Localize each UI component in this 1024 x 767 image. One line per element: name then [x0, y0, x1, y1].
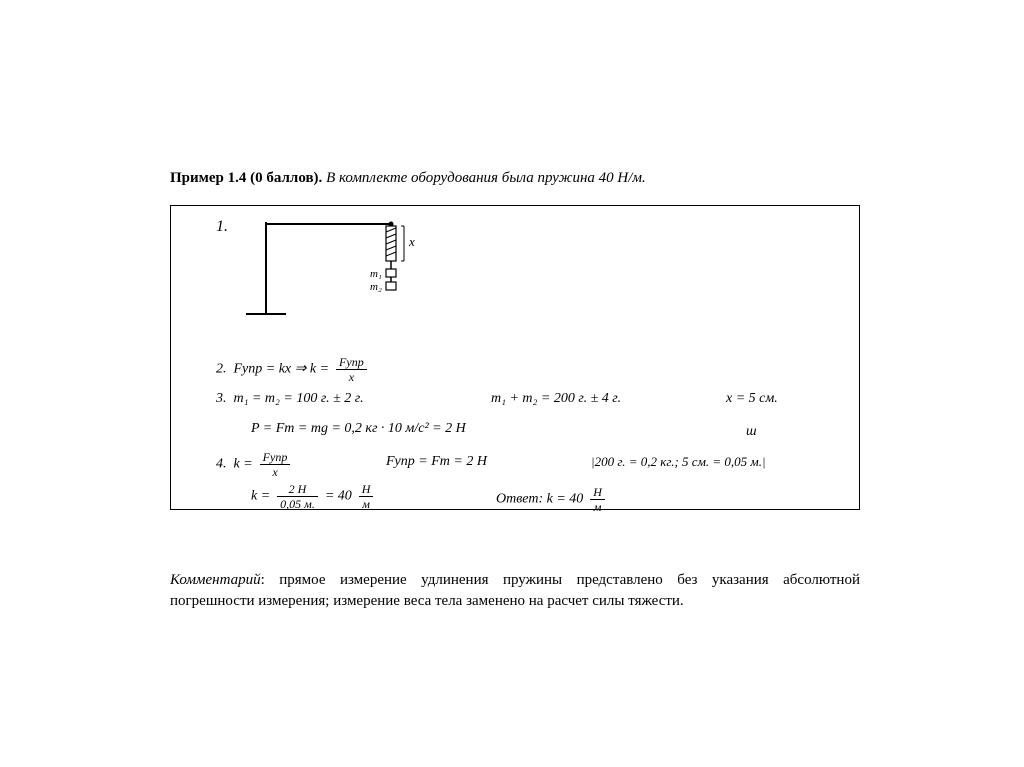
- step-4-k-pre: k =: [234, 457, 253, 472]
- svg-text:m₁: m₁: [370, 268, 382, 280]
- comment-block: Комментарий: прямое измерение удлинения …: [170, 570, 860, 612]
- apparatus-diagram: x m₁ m₂: [226, 214, 486, 324]
- answer: Ответ: k = 40 Н м: [496, 486, 605, 513]
- step-5-k: k = 2 Н 0,05 м. = 40 Н м: [251, 483, 373, 510]
- step-5-fraction: 2 Н 0,05 м.: [277, 483, 318, 510]
- comment-text: : прямое измерение удлинения пружины пре…: [170, 572, 860, 609]
- answer-unit: Н м: [590, 486, 605, 513]
- step-3-mass: m₁ = m₂ = 100 г. ± 2 г.: [234, 391, 364, 406]
- step-5-unit: Н м: [359, 483, 374, 510]
- header-italic-part: В комплекте оборудования была пружина 40…: [322, 170, 645, 186]
- step-4-f-eq: Fупр = Fт = 2 Н: [386, 454, 487, 470]
- step-4-label: 4.: [216, 457, 227, 472]
- step-3-label: 3.: [216, 391, 227, 406]
- step-4-fraction: Fупр x: [260, 451, 291, 478]
- step-3-x: x = 5 см.: [726, 391, 778, 407]
- step-2-fraction: Fупр x: [336, 356, 367, 383]
- p-equation: P = Fт = mg = 0,2 кг · 10 м/с² = 2 Н: [251, 421, 466, 437]
- step-4-bracket: |200 г. = 0,2 кг.; 5 см. = 0,05 м.|: [591, 454, 766, 470]
- svg-text:m₂: m₂: [370, 281, 382, 293]
- svg-text:x: x: [408, 234, 415, 249]
- example-header: Пример 1.4 (0 баллов). В комплекте обору…: [170, 170, 870, 187]
- step-2-text: Fупр = kx ⇒ k =: [234, 362, 330, 377]
- step-2-label: 2.: [216, 362, 227, 377]
- step-3: 3. m₁ = m₂ = 100 г. ± 2 г.: [216, 391, 364, 407]
- comment-label: Комментарий: [170, 572, 261, 588]
- aside-mark: ш: [746, 424, 757, 440]
- solution-box: 1.: [170, 205, 860, 510]
- step-4: 4. k = Fупр x: [216, 451, 290, 478]
- header-bold-part: Пример 1.4 (0 баллов).: [170, 170, 322, 186]
- step-3-sum: m₁ + m₂ = 200 г. ± 4 г.: [491, 391, 621, 407]
- step-2: 2. Fупр = kx ⇒ k = Fупр x: [216, 356, 367, 383]
